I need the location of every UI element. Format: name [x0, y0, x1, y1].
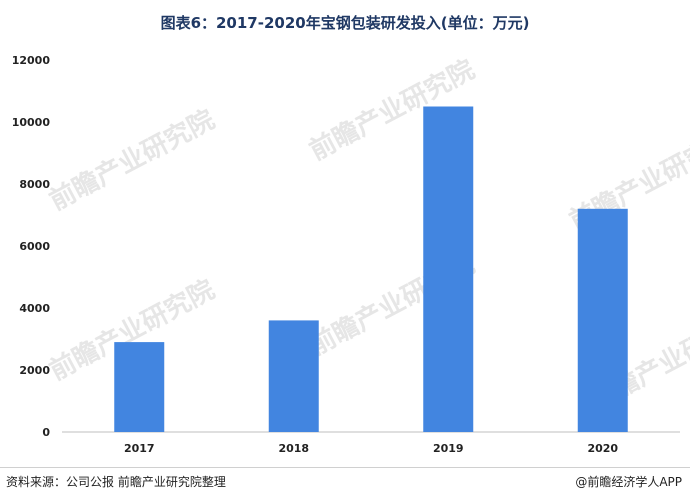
- y-tick-label: 12000: [12, 54, 51, 67]
- y-tick-label: 2000: [19, 364, 50, 377]
- chart-title: 图表6：2017-2020年宝钢包装研发投入(单位：万元): [160, 14, 530, 32]
- source-note: 资料来源：公司公报 前瞻产业研究院整理: [6, 475, 226, 489]
- bar: [114, 342, 165, 432]
- y-tick-label: 6000: [19, 240, 50, 253]
- y-tick-label: 0: [42, 426, 50, 439]
- x-tick-label: 2020: [587, 442, 618, 455]
- y-tick-label: 10000: [12, 116, 51, 129]
- y-tick-label: 4000: [19, 302, 50, 315]
- bar: [268, 320, 319, 432]
- bar-chart: 0 2000 4000 6000 8000 10000 12000 2017 2018 2019 2…: [12, 54, 680, 455]
- bar: [577, 208, 628, 432]
- x-tick-label: 2019: [433, 442, 464, 455]
- y-tick-label: 8000: [19, 178, 50, 191]
- bar: [423, 106, 474, 432]
- brand-credit: @前瞻经济学人APP: [575, 475, 682, 489]
- x-tick-label: 2017: [124, 442, 155, 455]
- footer-divider: [0, 467, 690, 468]
- x-tick-label: 2018: [278, 442, 309, 455]
